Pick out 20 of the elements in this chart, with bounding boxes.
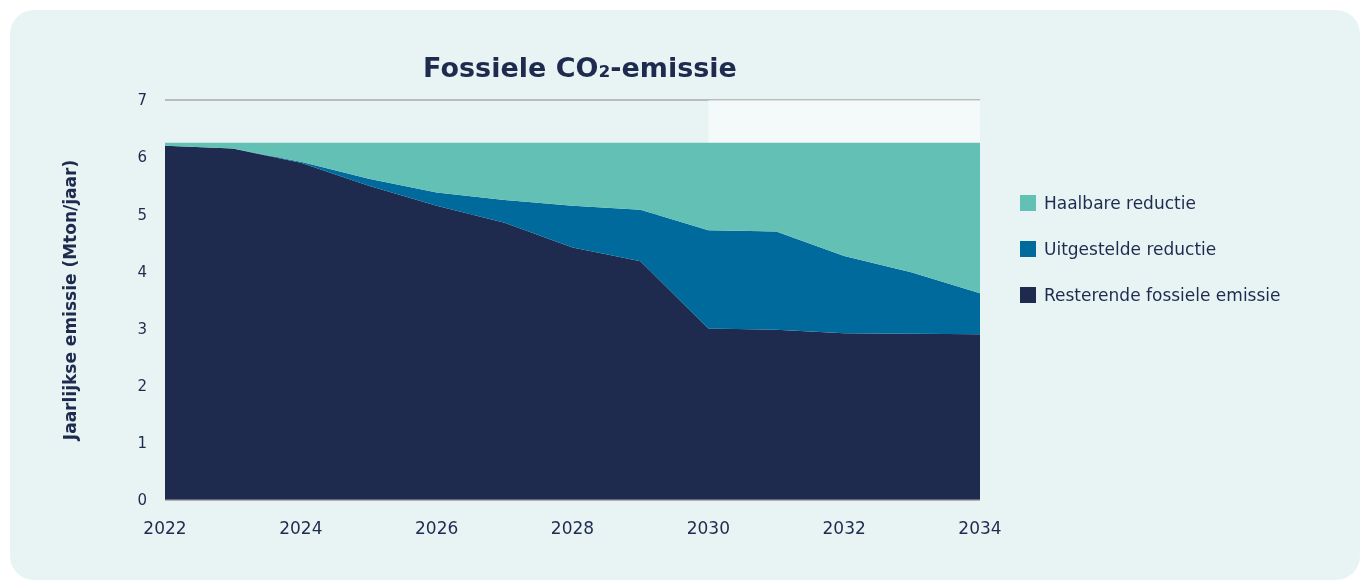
legend-label: Uitgestelde reductie	[1044, 239, 1217, 259]
y-tick-label: 2	[137, 377, 147, 396]
y-tick-label: 3	[137, 319, 147, 338]
y-tick-label: 5	[137, 205, 147, 224]
y-tick-label: 1	[137, 434, 147, 453]
x-tick-label: 2032	[822, 518, 866, 539]
y-axis-title: Jaarlijkse emissie (Mton/jaar)	[60, 159, 81, 442]
x-tick-label: 2030	[686, 518, 730, 539]
x-tick-label: 2034	[958, 518, 1002, 539]
y-tick-label: 0	[137, 491, 147, 510]
y-tick-label: 4	[137, 262, 147, 281]
chart-title: Fossiele CO₂-emissie	[422, 52, 738, 83]
legend-label: Resterende fossiele emissie	[1044, 285, 1281, 305]
x-tick-label: 2028	[550, 518, 595, 539]
x-tick-label: 2026	[415, 518, 459, 539]
y-tick-label: 7	[137, 91, 147, 110]
x-tick-label: 2024	[279, 518, 323, 539]
y-tick-label: 6	[137, 148, 147, 167]
x-tick-label: 2022	[143, 518, 187, 539]
legend-label: Haalbare reductie	[1044, 193, 1196, 213]
